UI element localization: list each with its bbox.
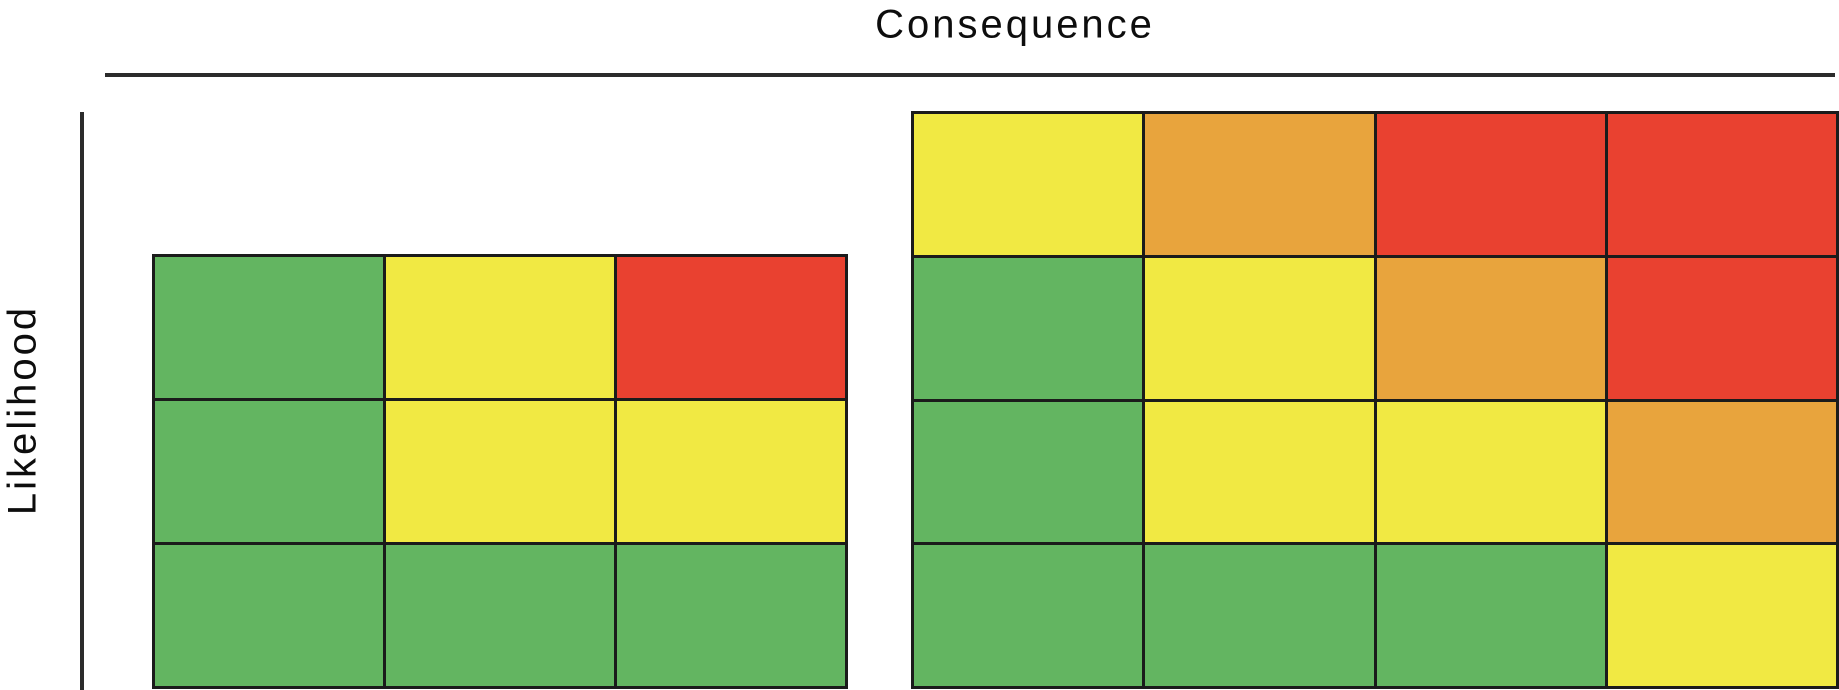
risk-cell-r1c3-red [617,257,845,398]
risk-matrix-4x4 [911,111,1839,689]
y-axis-title: Likelihood [0,304,45,516]
risk-cell-r2c1-green [914,257,1143,399]
risk-cell-r3c3-green [617,545,845,686]
x-axis-title: Consequence [875,2,1155,47]
risk-cell-r4c4-yellow [1607,545,1836,686]
risk-cell-r1c2-orange [1145,114,1374,255]
risk-cell-r3c1-green [914,401,1143,543]
risk-cell-r3c1-green [155,545,383,686]
risk-cell-r1c1-yellow [914,114,1143,255]
risk-cell-r2c2-yellow [1145,257,1374,399]
risk-cell-r2c2-yellow [386,401,614,542]
risk-cell-r3c2-green [386,545,614,686]
risk-cell-r2c3-orange [1376,257,1605,399]
risk-cell-r3c3-yellow [1376,401,1605,543]
risk-cell-r3c2-yellow [1145,401,1374,543]
risk-cell-r2c3-yellow [617,401,845,542]
risk-cell-r2c1-green [155,401,383,542]
risk-matrix-3x3 [152,254,848,689]
risk-cell-r2c4-red [1607,257,1836,399]
y-axis-line [80,112,84,690]
risk-cell-r1c2-yellow [386,257,614,398]
risk-cell-r4c1-green [914,545,1143,686]
risk-cell-r3c4-orange [1607,401,1836,543]
risk-cell-r1c4-red [1607,114,1836,255]
risk-cell-r1c3-red [1376,114,1605,255]
risk-cell-r4c2-green [1145,545,1374,686]
x-axis-line [105,73,1835,77]
risk-cell-r4c3-green [1376,545,1605,686]
risk-cell-r1c1-green [155,257,383,398]
